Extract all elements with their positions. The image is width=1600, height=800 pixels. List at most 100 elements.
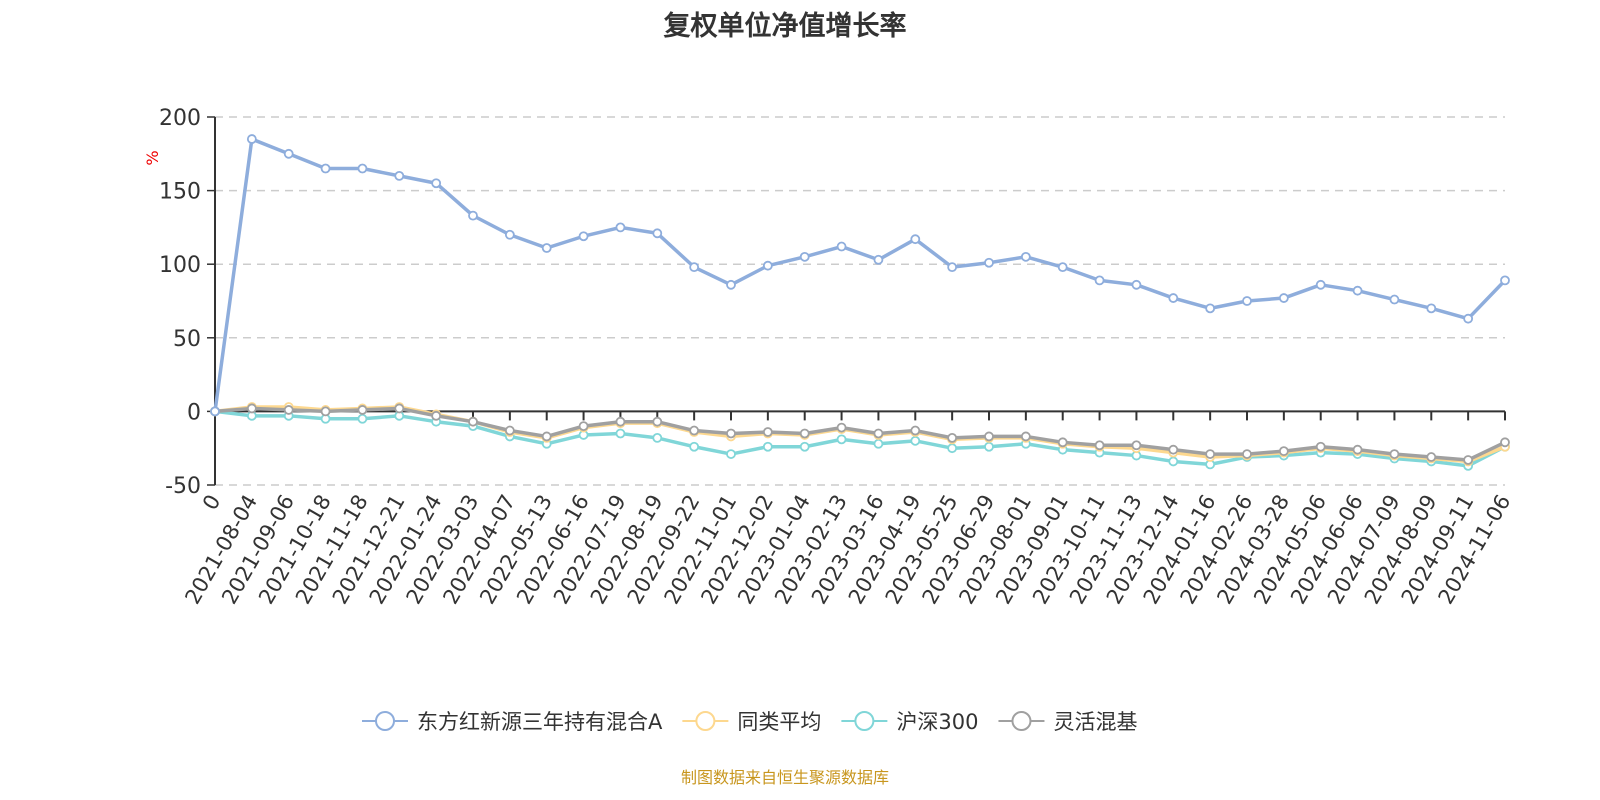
legend-item[interactable]: 东方红新源三年持有混合A: [362, 710, 663, 734]
data-point: [357, 163, 368, 174]
data-point: [873, 428, 884, 439]
data-point: [541, 243, 552, 253]
data-point: [394, 403, 405, 414]
series-line: [214, 406, 1506, 462]
data-point: [320, 163, 331, 174]
data-point: [320, 406, 331, 417]
legend-marker-icon: [1011, 711, 1032, 731]
data-point: [689, 262, 700, 273]
data-point: [357, 413, 368, 424]
legend-marker-icon: [854, 711, 875, 731]
data-point: [799, 428, 810, 439]
data-point: [836, 241, 847, 252]
data-point: [873, 438, 884, 449]
data-point: [1094, 440, 1105, 451]
data-point: [1463, 313, 1474, 324]
source-note: 制图数据来自恒生聚源数据库: [680, 768, 889, 787]
series-2: [210, 406, 1510, 471]
data-point: [578, 421, 589, 432]
data-point: [1094, 275, 1105, 286]
data-point: [246, 403, 257, 414]
data-point: [578, 231, 589, 242]
series-line: [214, 409, 1506, 468]
data-point: [1242, 449, 1252, 459]
data-point: [1463, 455, 1474, 465]
data-point: [873, 254, 884, 265]
data-point: [1352, 444, 1363, 455]
data-point: [1500, 275, 1510, 286]
data-point: [1389, 449, 1400, 459]
data-point: [762, 427, 773, 437]
data-point: [652, 416, 663, 427]
legend-label: 灵活混基: [1053, 710, 1137, 734]
series-3: [210, 403, 1510, 465]
chart-title: 复权单位净值增长率: [663, 11, 907, 42]
data-point: [947, 432, 958, 443]
data-point: [836, 422, 847, 433]
data-point: [910, 234, 921, 245]
data-point: [652, 432, 663, 443]
data-point: [1168, 293, 1179, 303]
data-point: [1389, 294, 1400, 305]
data-point: [1426, 452, 1437, 462]
y-tick-label: 200: [159, 106, 201, 131]
data-point: [984, 441, 994, 452]
data-point: [357, 405, 368, 415]
y-axis-label: %: [143, 150, 162, 165]
data-point: [1426, 303, 1437, 314]
data-point: [762, 260, 773, 271]
data-point: [283, 148, 294, 159]
series-0: [210, 134, 1510, 417]
data-point: [504, 425, 515, 436]
data-point: [947, 262, 958, 273]
data-point: [1352, 285, 1363, 296]
data-point: [799, 251, 810, 262]
data-point: [652, 228, 663, 239]
legend-label: 沪深300: [896, 710, 978, 734]
data-point: [1168, 444, 1179, 455]
data-point: [1500, 437, 1510, 448]
legend-marker-icon: [375, 711, 395, 731]
series-line: [213, 137, 1507, 412]
x-tick-label: 0: [198, 491, 225, 515]
data-point: [836, 434, 847, 445]
data-point: [504, 229, 515, 240]
data-point: [1278, 446, 1289, 457]
data-point: [984, 431, 994, 442]
data-point: [394, 170, 405, 181]
y-tick-label: 150: [159, 180, 201, 205]
data-point: [615, 416, 626, 427]
legend-label: 同类平均: [737, 710, 821, 734]
data-point: [689, 425, 700, 436]
legend-marker-icon: [695, 711, 716, 731]
data-point: [689, 441, 700, 452]
data-point: [726, 279, 736, 290]
data-point: [762, 441, 773, 452]
legend-item[interactable]: 沪深300: [841, 710, 978, 734]
data-point: [283, 405, 294, 415]
data-point: [1242, 296, 1252, 306]
data-point: [1131, 279, 1142, 290]
data-point: [984, 257, 994, 268]
data-point: [1020, 251, 1031, 262]
data-point: [1057, 437, 1068, 448]
data-point: [910, 435, 921, 446]
data-point: [726, 428, 736, 439]
legend-item[interactable]: 同类平均: [682, 710, 821, 734]
data-point: [541, 431, 552, 442]
data-point: [1168, 456, 1179, 467]
data-point: [615, 222, 626, 233]
data-point: [431, 178, 442, 189]
y-tick-label: 50: [173, 327, 201, 352]
legend-item[interactable]: 灵活混基: [998, 710, 1137, 734]
data-point: [1205, 449, 1216, 459]
legend-label: 东方红新源三年持有混合A: [417, 710, 663, 734]
data-point: [1205, 303, 1216, 314]
y-tick-label: -50: [165, 474, 201, 499]
data-point: [910, 425, 921, 436]
data-point: [726, 449, 736, 459]
data-point: [1131, 440, 1142, 451]
data-point: [210, 406, 220, 417]
